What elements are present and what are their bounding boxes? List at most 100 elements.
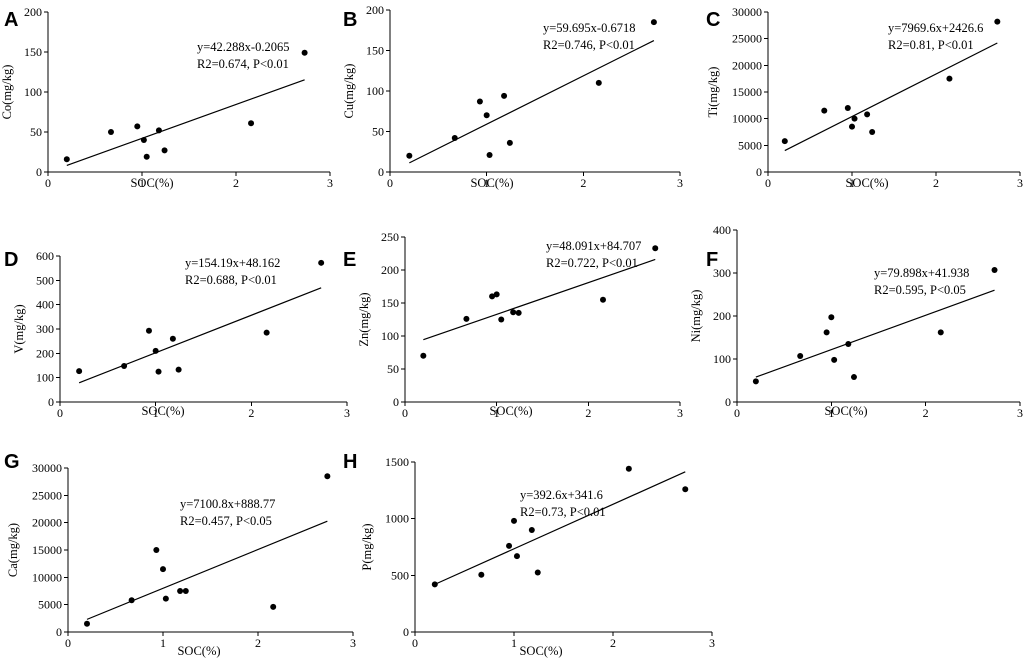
data-point — [493, 291, 500, 298]
x-tick-label: 0 — [412, 636, 418, 650]
regression-stats: R2=0.73, P<0.01 — [520, 505, 606, 519]
y-tick-label: 5000 — [738, 138, 762, 152]
data-point — [489, 293, 496, 300]
regression-equation: y=59.695x-0.6718 — [543, 21, 635, 35]
y-tick-label: 100 — [366, 84, 384, 98]
y-axis-title: P(mg/kg) — [360, 523, 374, 570]
data-point — [84, 620, 90, 627]
y-tick-label: 200 — [36, 346, 54, 360]
data-point — [160, 566, 166, 573]
panel-e: E 0 50 100 150 200 250 0 1 2 3 SOC(%) Zn(mg/kg) y=48.… — [343, 230, 683, 420]
y-tick-label: 25000 — [732, 32, 762, 46]
data-point — [652, 245, 659, 252]
data-point — [161, 147, 168, 154]
data-point — [155, 127, 162, 134]
x-axis-title: SOC(%) — [489, 404, 532, 418]
panel-b: B 0 50 100 150 200 0 1 2 3 SOC(%) Cu(mg/kg) y=59.695… — [342, 3, 683, 190]
x-tick-label: 0 — [387, 176, 393, 190]
y-tick-label: 0 — [403, 625, 409, 639]
regression-line — [86, 520, 328, 620]
data-point — [270, 603, 277, 610]
y-axis-title: Cu(mg/kg) — [342, 64, 356, 119]
x-tick-label: 3 — [1017, 176, 1023, 190]
y-tick-label: 30000 — [32, 461, 62, 475]
regression-line — [66, 79, 305, 166]
y-tick-label: 400 — [713, 223, 731, 237]
regression-stats: R2=0.595, P<0.05 — [874, 283, 966, 297]
regression-equation: y=392.6x+341.6 — [520, 488, 603, 502]
data-point — [152, 347, 159, 354]
y-tick-label: 400 — [36, 298, 54, 312]
panel-letter: B — [343, 9, 357, 31]
x-axis-title: SOC(%) — [141, 404, 184, 418]
y-tick-label: 150 — [366, 44, 384, 58]
x-tick-label: 3 — [1017, 406, 1023, 420]
y-axis-title: Ca(mg/kg) — [6, 523, 20, 577]
data-point — [248, 120, 255, 127]
x-axis-title: SOC(%) — [824, 404, 867, 418]
regression-stats: R2=0.674, P<0.01 — [197, 57, 289, 71]
y-tick-label: 500 — [391, 568, 409, 582]
x-tick-label: 2 — [255, 636, 261, 650]
y-tick-label: 50 — [387, 362, 399, 376]
x-tick-label: 2 — [233, 176, 239, 190]
data-point — [506, 542, 513, 549]
x-tick-label: 3 — [327, 176, 333, 190]
data-point — [76, 368, 83, 375]
data-point — [153, 547, 160, 553]
y-tick-label: 25000 — [32, 488, 62, 502]
data-point — [263, 329, 270, 336]
regression-line — [78, 287, 322, 384]
y-tick-label: 0 — [725, 395, 731, 409]
x-tick-label: 0 — [734, 406, 740, 420]
y-tick-label: 30000 — [732, 5, 762, 19]
x-tick-label: 2 — [933, 176, 939, 190]
data-point — [463, 315, 470, 322]
data-point — [175, 366, 182, 373]
y-tick-label: 50 — [30, 125, 42, 139]
data-point — [528, 527, 535, 533]
y-tick-label: 150 — [24, 45, 42, 59]
regression-line — [755, 289, 995, 378]
data-point — [155, 368, 162, 375]
data-point — [169, 335, 176, 342]
y-tick-label: 1000 — [385, 512, 409, 526]
y-tick-label: 100 — [713, 352, 731, 366]
x-tick-label: 1 — [511, 636, 517, 650]
y-tick-label: 0 — [56, 625, 62, 639]
data-point — [182, 588, 189, 594]
data-point — [143, 153, 150, 160]
x-tick-label: 3 — [677, 176, 683, 190]
regression-line — [409, 40, 655, 164]
data-point — [476, 98, 483, 105]
y-axis-title: Zn(mg/kg) — [357, 292, 371, 346]
y-tick-label: 200 — [366, 3, 384, 17]
x-tick-label: 1 — [160, 636, 166, 650]
data-point — [845, 340, 852, 347]
y-tick-label: 150 — [381, 296, 399, 310]
x-axis-title: SOC(%) — [470, 176, 513, 190]
data-point — [513, 553, 520, 560]
x-tick-label: 2 — [610, 636, 616, 650]
x-axis-title: SOC(%) — [177, 644, 220, 658]
panel-letter: A — [4, 9, 18, 31]
x-tick-label: 0 — [45, 176, 51, 190]
data-point — [431, 581, 438, 588]
y-tick-label: 300 — [713, 266, 731, 280]
regression-stats: R2=0.688, P<0.01 — [185, 273, 277, 287]
y-tick-label: 10000 — [32, 570, 62, 584]
regression-equation: y=154.19x+48.162 — [185, 256, 280, 270]
data-point — [486, 151, 493, 158]
data-point — [869, 129, 876, 135]
data-point — [946, 75, 953, 82]
data-point — [510, 309, 517, 316]
y-axis-title: Co(mg/kg) — [0, 65, 14, 120]
data-point — [937, 329, 944, 336]
panel-f: F 0 100 200 300 400 0 1 2 3 SOC(%) Ni(mg/kg) y=79.89… — [689, 223, 1023, 420]
x-tick-label: 3 — [350, 636, 356, 650]
data-point — [991, 266, 998, 273]
x-tick-label: 3 — [344, 406, 350, 420]
panel-g: G 0 5000 10000 15000 20000 25000 30000 0 1 2 3 SOC(%… — [4, 451, 356, 658]
regression-line — [423, 258, 656, 341]
data-point — [851, 115, 858, 122]
